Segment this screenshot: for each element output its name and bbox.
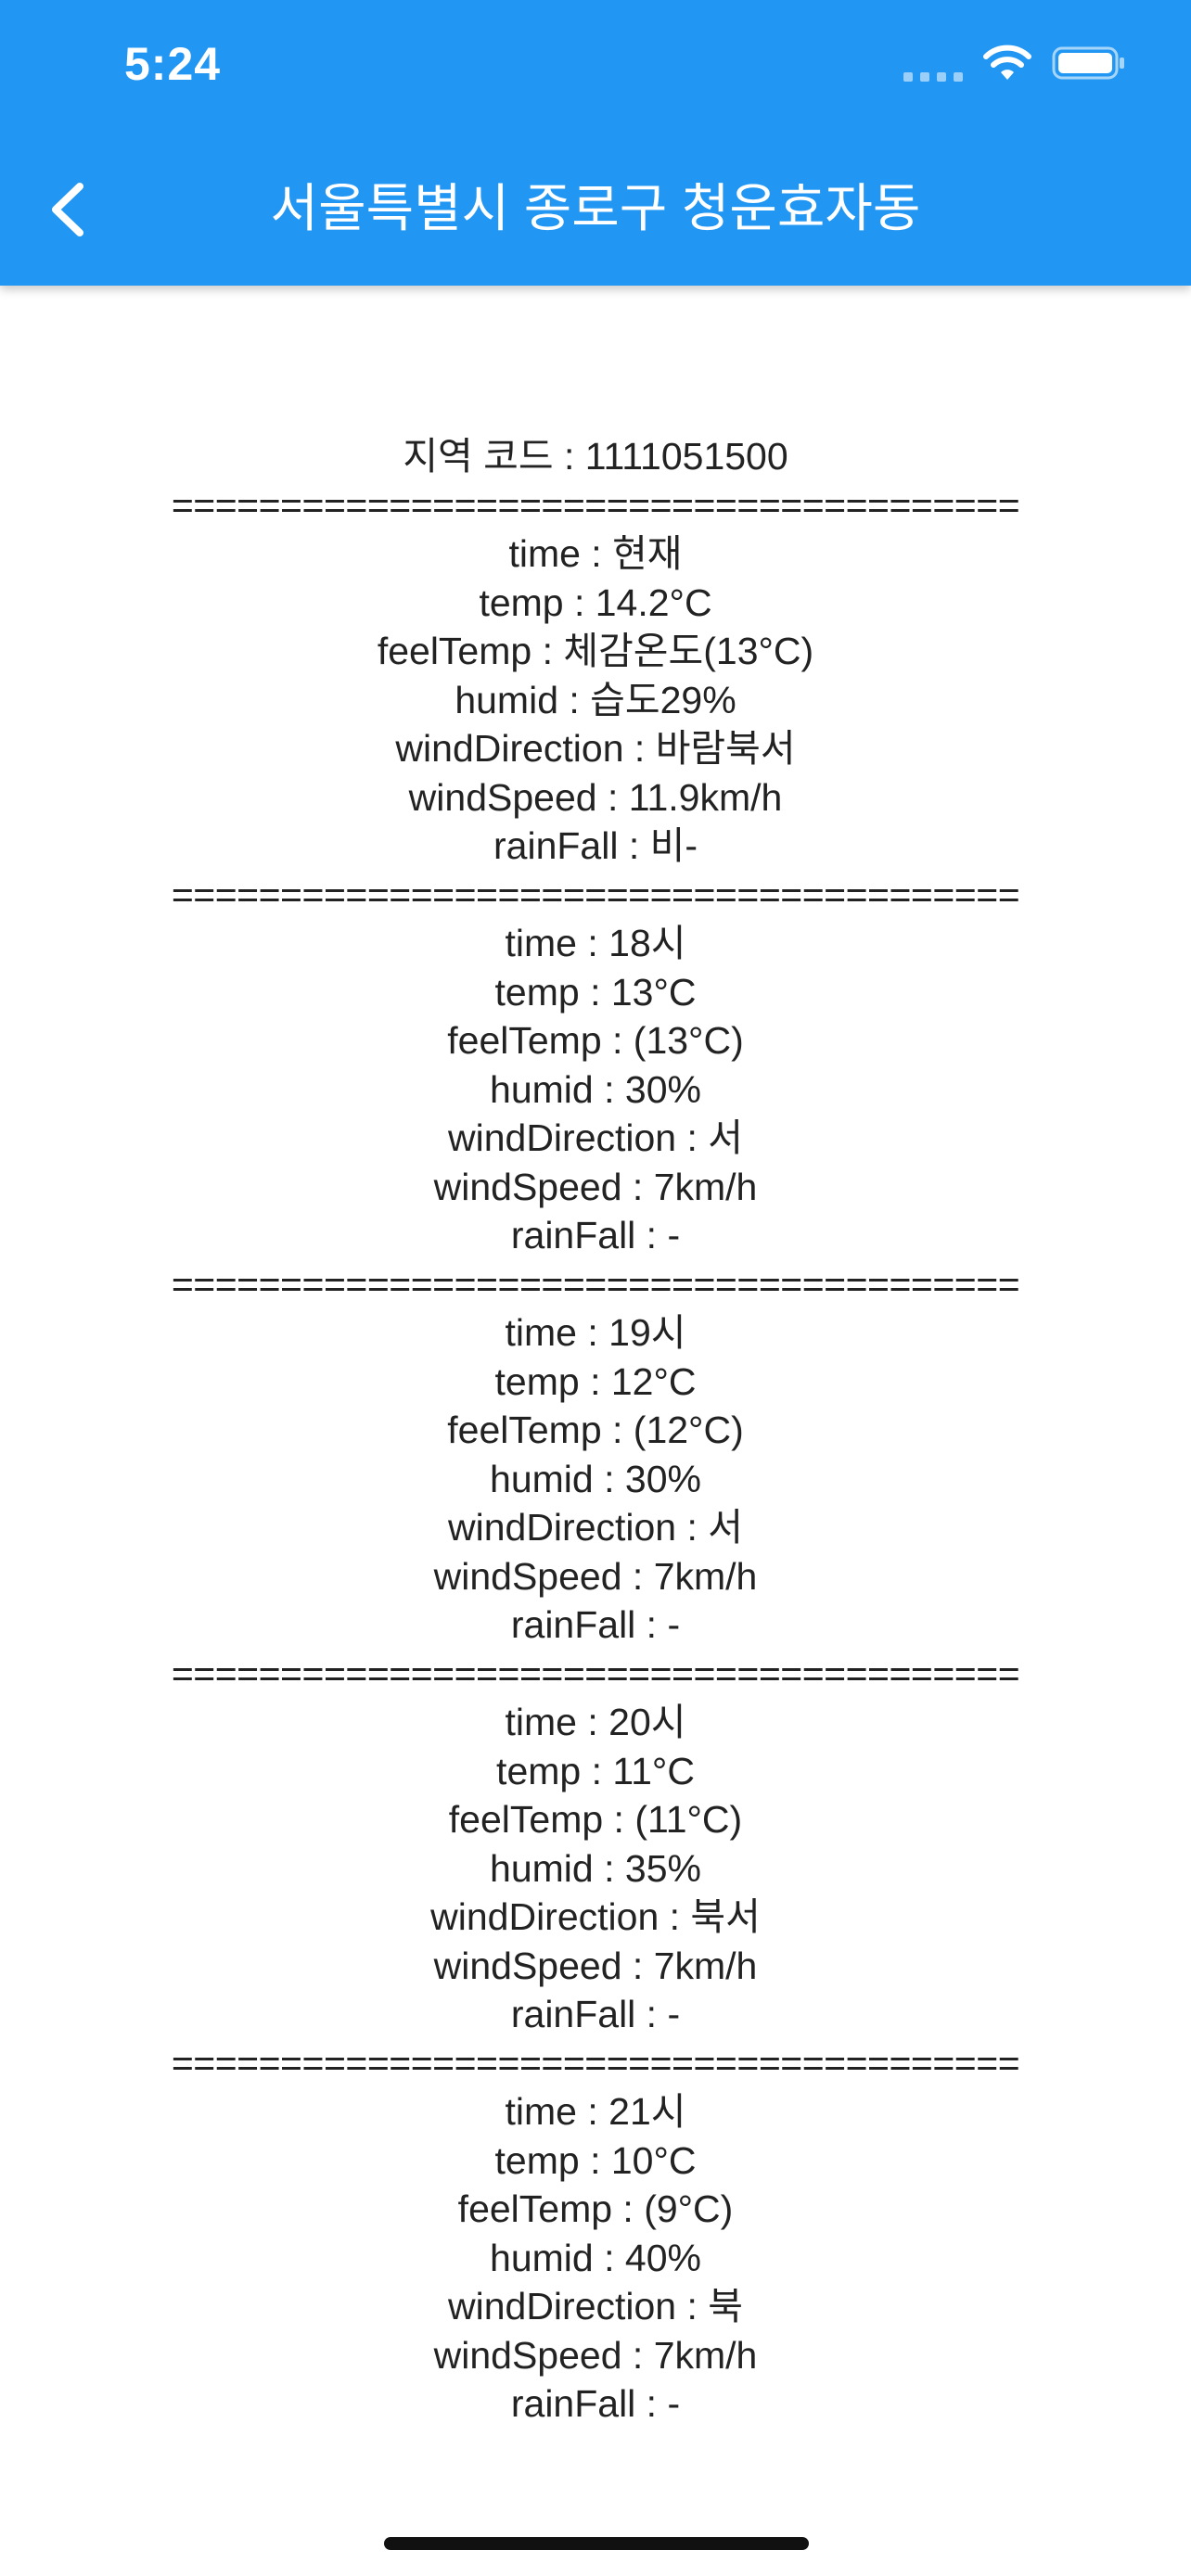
forecast-temp: temp : 14.2°C bbox=[479, 580, 712, 624]
forecast-humid: humid : 40% bbox=[490, 2236, 701, 2279]
forecast-feel-temp: feelTemp : (9°C) bbox=[457, 2187, 734, 2230]
forecast-temp: temp : 10°C bbox=[494, 2138, 697, 2182]
forecast-rainfall: rainFall : - bbox=[510, 1214, 681, 1256]
forecast-humid: humid : 30% bbox=[490, 1457, 701, 1500]
separator: ======================================= bbox=[171, 1651, 1020, 1695]
forecast-temp: temp : 11°C bbox=[496, 1749, 695, 1792]
back-button[interactable] bbox=[33, 176, 100, 243]
forecast-wind-speed: windSpeed : 7km/h bbox=[433, 2333, 758, 2377]
forecast-humid: humid : 30% bbox=[490, 1067, 701, 1111]
forecast-feel-temp: feelTemp : 체감온도(13°C) bbox=[377, 630, 814, 672]
forecast-humid: humid : 35% bbox=[490, 1846, 701, 1890]
forecast-rainfall: rainFall : - bbox=[510, 2382, 681, 2425]
forecast-wind-direction: windDirection : 서 bbox=[448, 1116, 743, 1159]
cellular-signal-icon bbox=[903, 45, 963, 82]
forecast-time: time : 19시 bbox=[505, 1311, 686, 1354]
forecast-wind-direction: windDirection : 북 bbox=[448, 2285, 743, 2327]
status-time: 5:24 bbox=[124, 38, 222, 90]
status-icons bbox=[903, 45, 1126, 82]
separator: ======================================= bbox=[171, 483, 1020, 527]
forecast-rainfall: rainFall : - bbox=[510, 1993, 681, 2035]
forecast-wind-speed: windSpeed : 7km/h bbox=[433, 1944, 758, 1987]
forecast-temp: temp : 12°C bbox=[494, 1359, 697, 1403]
separator: ======================================= bbox=[171, 1262, 1020, 1306]
battery-icon bbox=[1052, 46, 1124, 80]
app-bar: 5:24 서울특별시 종로구 청운효자동 bbox=[0, 0, 1191, 286]
region-code: 지역 코드 : 1111051500 bbox=[403, 435, 788, 478]
forecast-rainfall: rainFall : - bbox=[510, 1603, 681, 1646]
title-row: 서울특별시 종로구 청운효자동 bbox=[0, 167, 1191, 250]
forecast-wind-direction: windDirection : 북서 bbox=[430, 1895, 761, 1938]
forecast-feel-temp: feelTemp : (11°C) bbox=[448, 1798, 743, 1841]
forecast-humid: humid : 습도29% bbox=[455, 678, 736, 721]
chevron-left-icon bbox=[52, 183, 83, 236]
forecast-time: time : 18시 bbox=[505, 922, 686, 964]
forecast-rainfall: rainFall : 비- bbox=[493, 824, 698, 867]
weather-info-content: 지역 코드 : 1111051500 =====================… bbox=[0, 432, 1191, 2429]
forecast-feel-temp: feelTemp : (13°C) bbox=[447, 1019, 744, 1062]
forecast-temp: temp : 13°C bbox=[494, 970, 697, 1014]
forecast-feel-temp: feelTemp : (12°C) bbox=[447, 1409, 744, 1451]
forecast-time: time : 현재 bbox=[508, 532, 683, 575]
wifi-icon bbox=[983, 45, 1031, 80]
separator: ======================================= bbox=[171, 873, 1020, 916]
forecast-time: time : 21시 bbox=[505, 2090, 686, 2133]
forecast-time: time : 20시 bbox=[505, 1701, 686, 1743]
forecast-wind-speed: windSpeed : 7km/h bbox=[433, 1554, 758, 1598]
forecast-wind-direction: windDirection : 서 bbox=[448, 1506, 743, 1549]
page-title: 서울특별시 종로구 청운효자동 bbox=[270, 179, 921, 237]
home-indicator[interactable] bbox=[384, 2537, 809, 2550]
forecast-wind-speed: windSpeed : 7km/h bbox=[433, 1165, 758, 1208]
forecast-wind-direction: windDirection : 바람북서 bbox=[395, 727, 796, 770]
separator: ======================================= bbox=[171, 2041, 1020, 2085]
forecast-wind-speed: windSpeed : 11.9km/h bbox=[408, 775, 783, 819]
